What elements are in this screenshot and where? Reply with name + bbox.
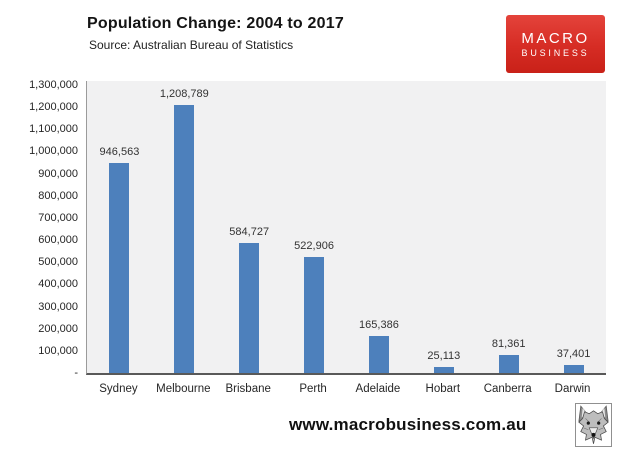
bar-perth <box>304 257 325 373</box>
macrobusiness-logo-line1: MACRO <box>521 29 590 47</box>
value-label-perth: 522,906 <box>294 240 334 253</box>
y-tick-label: 1,100,000 <box>29 123 78 136</box>
bar-brisbane <box>239 243 260 373</box>
value-label-hobart: 25,113 <box>427 350 461 363</box>
macrobusiness-logo: MACRO BUSINESS <box>506 15 605 73</box>
chart-title: Population Change: 2004 to 2017 <box>87 15 344 32</box>
bar-hobart <box>433 367 454 373</box>
bar-adelaide <box>368 336 389 373</box>
y-tick-label: 600,000 <box>38 234 78 247</box>
y-tick-label: 900,000 <box>38 167 78 180</box>
bar-canberra <box>498 354 519 373</box>
chart-source-subtitle: Source: Australian Bureau of Statistics <box>89 38 294 52</box>
bar-sydney <box>109 163 130 373</box>
x-tick-label-canberra: Canberra <box>483 383 532 395</box>
x-tick-label-melbourne: Melbourne <box>156 383 211 395</box>
x-tick-label-adelaide: Adelaide <box>355 383 401 395</box>
value-label-adelaide: 165,386 <box>359 319 399 332</box>
y-tick-label: 700,000 <box>38 211 78 224</box>
y-tick-label: 1,300,000 <box>29 79 78 91</box>
bar-darwin <box>563 364 584 373</box>
bar-melbourne <box>174 105 195 373</box>
y-tick-label: 200,000 <box>38 322 78 335</box>
wolf-logo-box <box>575 403 612 447</box>
x-tick-label-darwin: Darwin <box>554 383 591 395</box>
y-tick-label: 500,000 <box>38 256 78 269</box>
wolf-sketch-icon <box>578 405 609 444</box>
y-tick-label: 800,000 <box>38 189 78 202</box>
x-tick-label-hobart: Hobart <box>425 383 461 395</box>
macrobusiness-logo-line2: BUSINESS <box>521 47 590 58</box>
plot-area: 946,563 1,208,789 584,727 522,906 165,386 25,… <box>86 81 606 375</box>
x-tick-label-brisbane: Brisbane <box>225 383 271 395</box>
website-url: www.macrobusiness.com.au <box>289 415 527 434</box>
y-tick-label: 100,000 <box>38 344 78 357</box>
y-tick-label: 400,000 <box>38 278 78 291</box>
value-label-melbourne: 1,208,789 <box>159 88 209 101</box>
x-tick-label-sydney: Sydney <box>99 383 138 395</box>
x-tick-label-perth: Perth <box>299 383 327 395</box>
y-tick-label: 1,000,000 <box>29 145 78 158</box>
value-label-sydney: 946,563 <box>99 146 140 159</box>
value-label-darwin: 37,401 <box>556 347 591 360</box>
value-label-canberra: 81,361 <box>491 337 526 350</box>
y-tick-label: 300,000 <box>38 300 78 313</box>
y-tick-label: 1,200,000 <box>29 101 78 114</box>
value-label-brisbane: 584,727 <box>229 226 270 239</box>
y-tick-label: - <box>74 367 78 379</box>
